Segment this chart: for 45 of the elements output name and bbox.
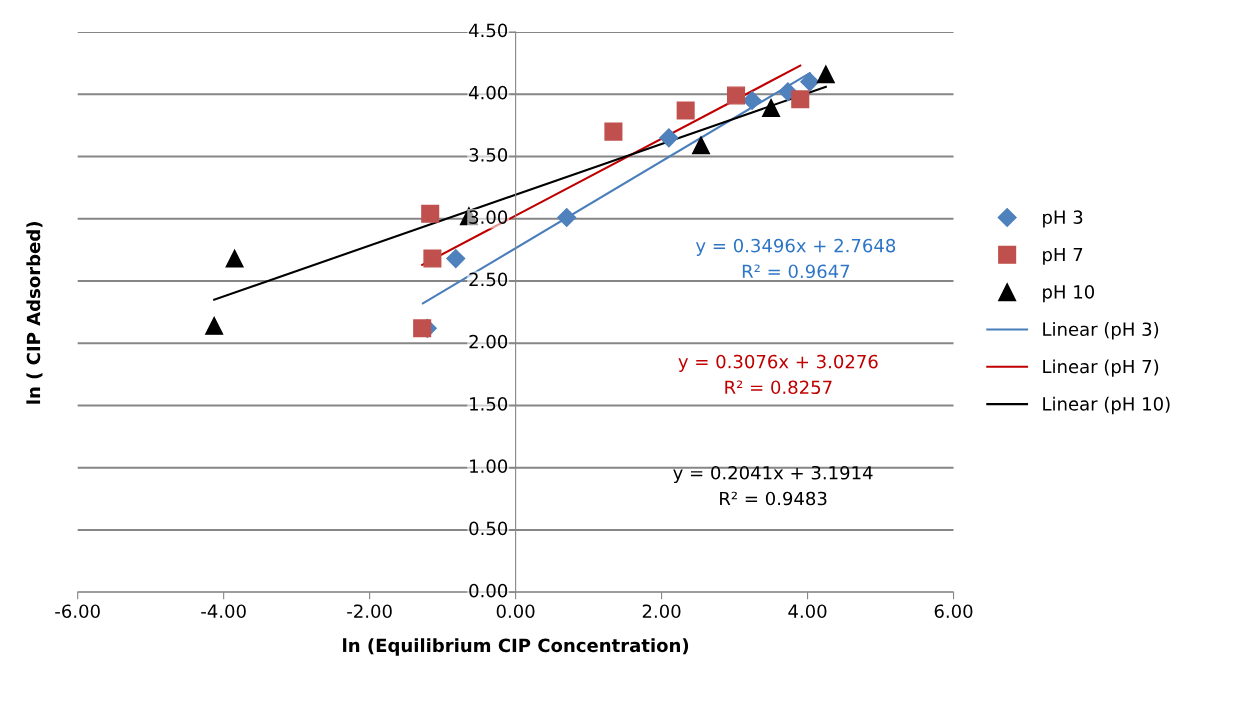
y-tick-label: 3.00	[469, 210, 508, 224]
y-tick-label: 2.00	[469, 334, 508, 349]
annotation: y = 0.2041x + 3.1914 R² = 0.9483	[673, 465, 873, 506]
y-tick-label: 1.50	[470, 397, 508, 411]
y-tick-label: 0.00	[469, 583, 508, 598]
point	[816, 65, 835, 84]
point	[691, 136, 711, 155]
x-tick-label: -4.00	[201, 604, 246, 619]
point	[205, 316, 224, 335]
y-tick-label: 0.50	[469, 521, 508, 536]
legend-label: pH 7	[1043, 247, 1083, 265]
point	[423, 249, 442, 268]
legend-label: Linear (pH 3)	[1043, 322, 1159, 340]
point	[762, 98, 781, 117]
point	[742, 90, 762, 111]
point	[446, 249, 466, 269]
legend-label: Linear (pH 7)	[1043, 359, 1159, 377]
point	[791, 90, 810, 109]
point	[225, 249, 244, 268]
annotation: y = 0.3076x + 3.0276 R² = 0.8257	[678, 354, 878, 395]
y-tick-label: 1.00	[470, 459, 508, 473]
point	[659, 128, 679, 148]
annotation: y = 0.3496x + 2.7648 R² = 0.9647	[695, 238, 896, 279]
x-tick-label: 6.00	[934, 604, 973, 619]
x-axis-title: ln (Equilibrium CIP Concentration)	[343, 638, 689, 656]
x-tick-label: -6.00	[55, 604, 100, 619]
point	[727, 86, 746, 105]
legend-label: pH 10	[1043, 285, 1095, 303]
legend-label: Linear (pH 10)	[1043, 396, 1170, 415]
y-tick-label: 3.50	[469, 148, 508, 162]
y-tick-label: 4.50	[468, 23, 508, 38]
x-tick-label: 2.00	[642, 604, 681, 619]
point	[421, 204, 440, 223]
legend-label: pH 3	[1043, 210, 1083, 228]
x-tick-label: 0.00	[496, 604, 535, 619]
point	[800, 72, 820, 92]
y-tick-label: 4.00	[468, 85, 508, 100]
point	[413, 319, 432, 338]
y-tick-label: 2.50	[469, 272, 508, 287]
point	[604, 122, 623, 141]
point	[557, 207, 577, 228]
point	[676, 101, 695, 120]
x-tick-label: 4.00	[788, 604, 827, 619]
x-tick-label: -2.00	[347, 604, 392, 619]
y-axis-title: ln ( CIP Adsorbed)	[26, 222, 43, 404]
